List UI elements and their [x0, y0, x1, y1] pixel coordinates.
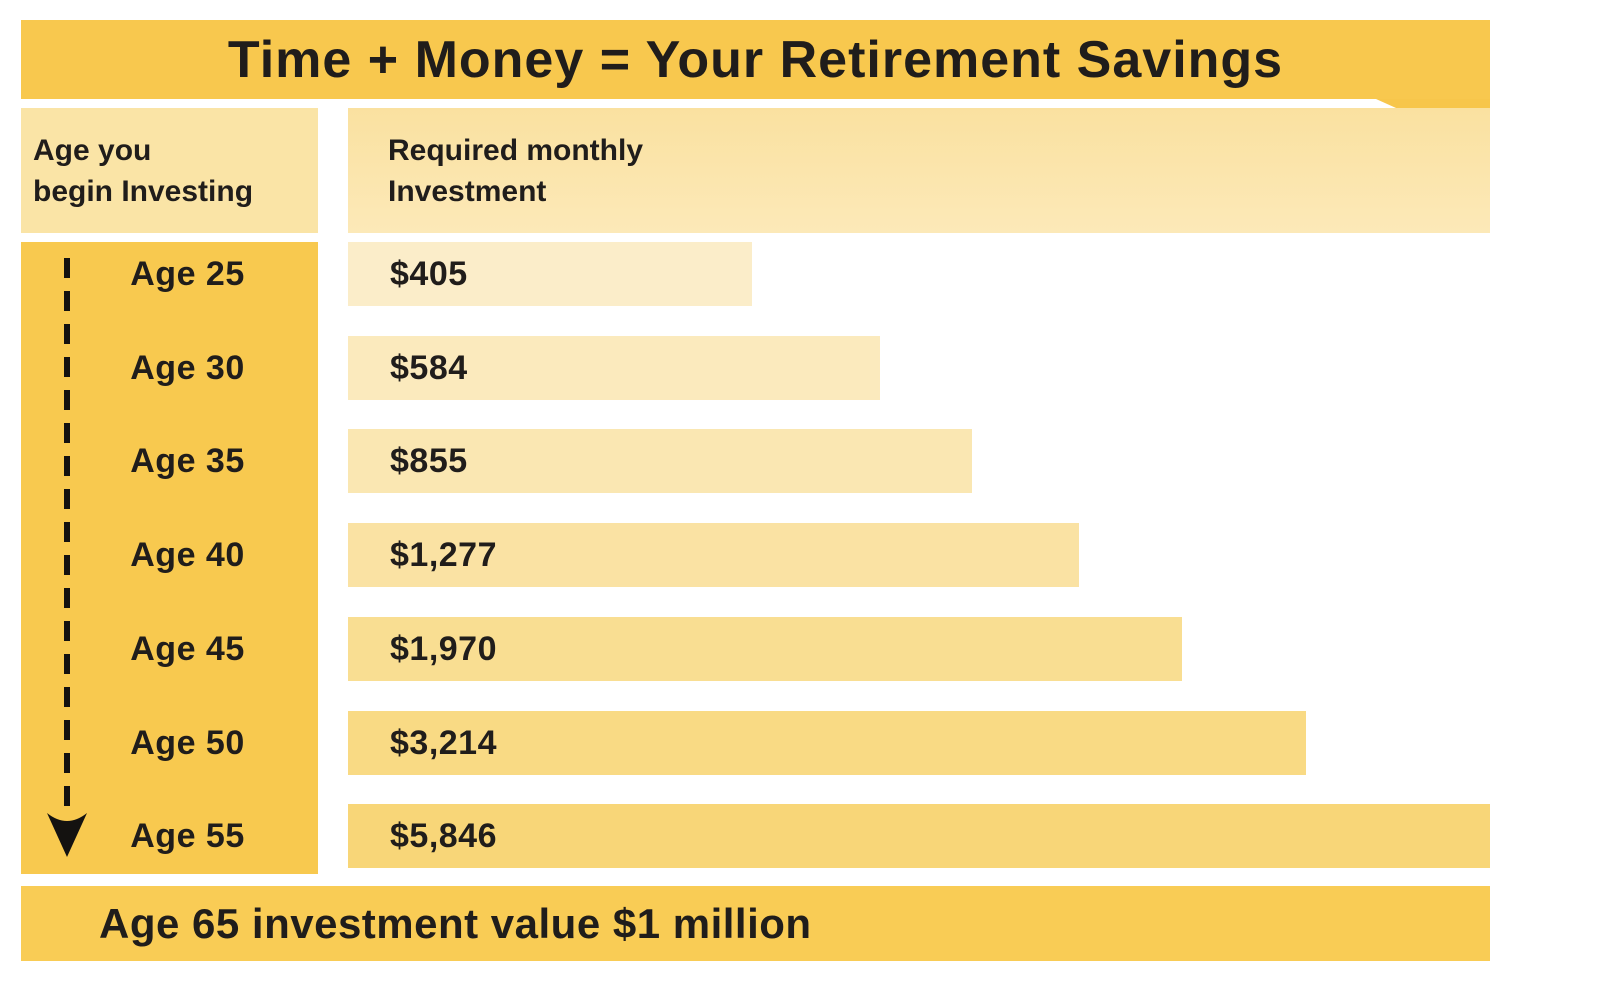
age-label-age-55: Age 55 [130, 816, 245, 855]
age-label-age-35: Age 35 [130, 441, 245, 480]
age-column: Age 25 Age 30 Age 35 Age 40 Age 45 Age 50 Age … [21, 242, 318, 874]
age-header-line2: begin Investing [33, 174, 254, 208]
footer-text: Age 65 investment value $1 million [99, 899, 812, 947]
bar-value: $1,970 [390, 629, 497, 668]
bar-value: $3,214 [390, 723, 497, 762]
bar-age-25: $405 [348, 242, 753, 306]
arrow-down-icon [47, 813, 87, 857]
age-header-line1: Age you [33, 133, 152, 167]
age-label-age-30: Age 30 [130, 348, 245, 387]
timeline-dashed-line [64, 258, 70, 810]
bar-value: $405 [390, 254, 468, 293]
age-column-header: Age you begin Investing [21, 108, 318, 233]
age-label-age-50: Age 50 [130, 723, 245, 762]
footer-banner: Age 65 investment value $1 million [21, 886, 1490, 961]
bar-value: $5,846 [390, 816, 497, 855]
bar-age-30: $584 [348, 336, 881, 400]
bars-area: $405 $584 $855 $1,277 $1,970 $3,214 $5,846 [348, 242, 1490, 874]
age-label-age-45: Age 45 [130, 629, 245, 668]
investment-header-line2: Investment [388, 174, 547, 208]
bar-age-55: $5,846 [348, 804, 1490, 868]
bar-value: $855 [390, 441, 468, 480]
title-bar: Time + Money = Your Retirement Savings [21, 20, 1490, 99]
bar-age-40: $1,277 [348, 523, 1079, 587]
investment-column-header: Required monthly Investment [348, 108, 1490, 233]
bar-value: $1,277 [390, 535, 497, 574]
page-title: Time + Money = Your Retirement Savings [227, 30, 1284, 89]
investment-header-line1: Required monthly [388, 133, 644, 167]
bar-age-35: $855 [348, 429, 972, 493]
age-label-age-40: Age 40 [130, 535, 245, 574]
bar-value: $584 [390, 348, 468, 387]
bar-age-50: $3,214 [348, 711, 1307, 775]
age-label-age-25: Age 25 [130, 254, 245, 293]
bar-age-45: $1,970 [348, 617, 1182, 681]
